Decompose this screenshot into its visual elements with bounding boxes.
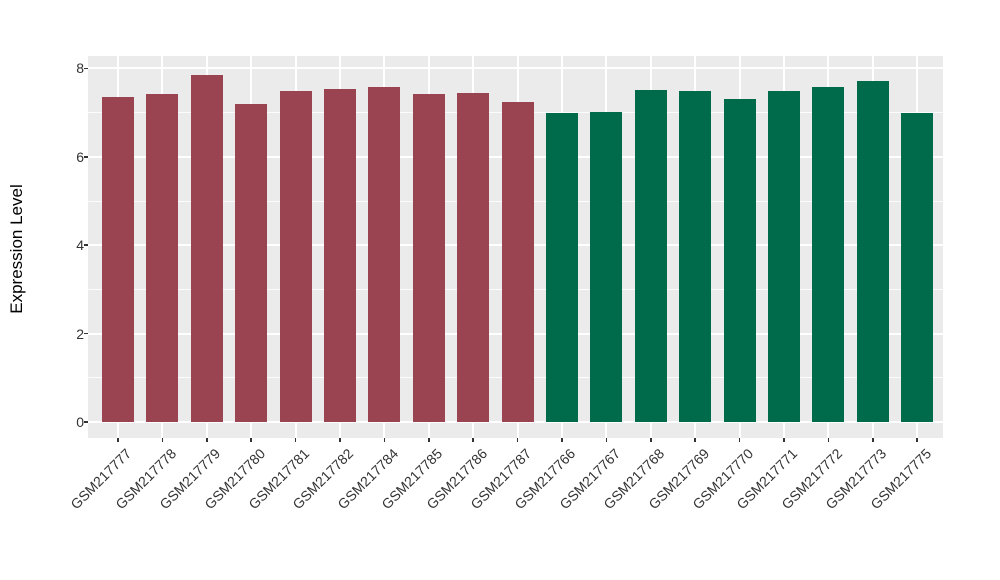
x-tick-mark (694, 438, 696, 442)
x-tick-mark (161, 438, 164, 442)
x-tick-mark (117, 438, 119, 442)
bar-GSM217769 (679, 90, 712, 422)
y-tick-label: 0 (76, 414, 84, 430)
x-tick-mark (250, 438, 252, 442)
y-tick-label: 4 (76, 237, 84, 254)
gridline-major (88, 421, 943, 423)
bar-GSM217766 (546, 112, 578, 422)
y-axis-title: Expression Level (7, 184, 26, 314)
y-tick-mark (83, 244, 88, 246)
y-tick-mark (83, 67, 88, 70)
bar-GSM217784 (368, 87, 401, 422)
bar-GSM217779 (190, 74, 223, 422)
x-tick-mark (827, 438, 830, 442)
bar-GSM217777 (102, 97, 134, 422)
bar-GSM217772 (812, 86, 845, 422)
x-tick-mark (516, 438, 519, 442)
bar-GSM217780 (235, 103, 268, 422)
bar-GSM217787 (501, 102, 534, 422)
gridline-major (88, 67, 943, 70)
y-tick-mark (83, 332, 88, 335)
x-tick-mark (650, 438, 652, 442)
y-tick-label: 6 (76, 148, 84, 165)
x-tick-mark (738, 438, 741, 442)
bar-GSM217781 (279, 90, 312, 422)
y-tick-label: 8 (76, 60, 84, 77)
x-tick-mark (294, 438, 297, 442)
y-tick-mark (83, 421, 88, 423)
plot-panel (88, 56, 943, 438)
x-tick-mark (472, 438, 474, 442)
x-tick-mark (428, 438, 430, 442)
bar-GSM217773 (856, 81, 889, 422)
y-tick-label: 2 (76, 325, 84, 342)
bar-GSM217775 (901, 113, 934, 422)
x-tick-mark (383, 438, 386, 442)
bar-GSM217782 (324, 88, 356, 422)
x-tick-mark (206, 438, 208, 442)
bar-GSM217778 (146, 94, 179, 422)
x-tick-mark (605, 438, 608, 442)
x-tick-mark (872, 438, 874, 442)
bar-GSM217786 (457, 93, 490, 422)
bar-GSM217768 (634, 90, 667, 422)
x-tick-mark (561, 438, 563, 442)
bar-GSM217770 (723, 98, 756, 422)
x-tick-mark (339, 438, 341, 442)
bar-GSM217785 (412, 93, 445, 422)
y-tick-mark (83, 156, 88, 158)
x-tick-mark (916, 438, 918, 442)
bar-GSM217771 (768, 90, 800, 422)
x-tick-mark (783, 438, 785, 442)
bar-GSM217767 (590, 111, 623, 422)
